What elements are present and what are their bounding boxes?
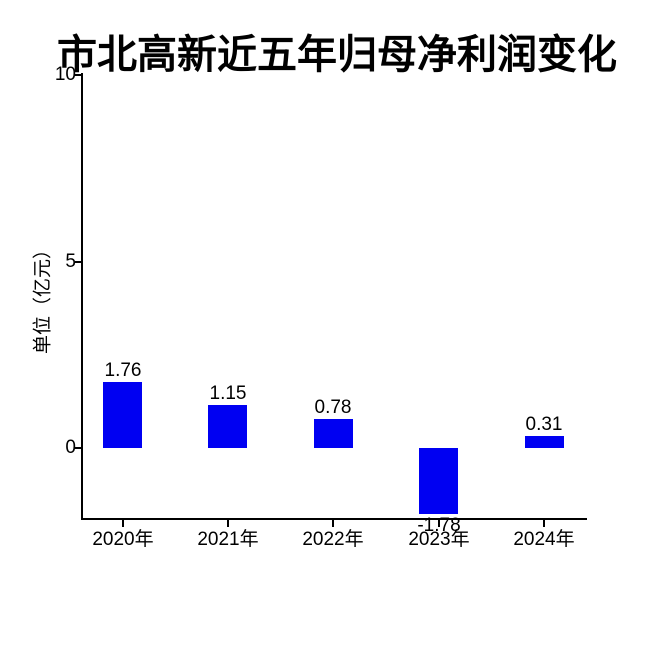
bar bbox=[208, 405, 247, 448]
y-tick-label: 10 bbox=[54, 64, 76, 85]
y-tick-mark bbox=[75, 74, 82, 76]
y-tick-mark bbox=[75, 447, 82, 449]
bar-value-label: 0.78 bbox=[314, 397, 352, 418]
x-tick-label: 2020年 bbox=[92, 529, 154, 550]
bar-value-label: 1.76 bbox=[104, 360, 142, 381]
x-tick-label: 2021年 bbox=[197, 529, 259, 550]
x-tick-mark bbox=[543, 520, 545, 527]
bar-value-label: 0.31 bbox=[525, 414, 563, 435]
x-tick-mark bbox=[227, 520, 229, 527]
bar bbox=[525, 436, 564, 448]
x-tick-mark bbox=[332, 520, 334, 527]
y-axis-line bbox=[81, 73, 83, 520]
x-tick-mark bbox=[438, 520, 440, 527]
x-tick-mark bbox=[122, 520, 124, 527]
chart-title: 市北高新近五年归母净利润变化 bbox=[57, 33, 617, 77]
bar-value-label: 1.15 bbox=[209, 383, 247, 404]
bar bbox=[419, 448, 458, 514]
x-tick-label: 2024年 bbox=[513, 529, 575, 550]
bar bbox=[314, 419, 353, 448]
x-tick-label: 2023年 bbox=[408, 529, 470, 550]
bar bbox=[103, 382, 142, 448]
y-tick-label: 5 bbox=[65, 251, 76, 272]
x-tick-label: 2022年 bbox=[302, 529, 364, 550]
y-tick-mark bbox=[75, 261, 82, 263]
y-tick-label: 0 bbox=[65, 437, 76, 458]
x-axis-line bbox=[81, 518, 587, 520]
